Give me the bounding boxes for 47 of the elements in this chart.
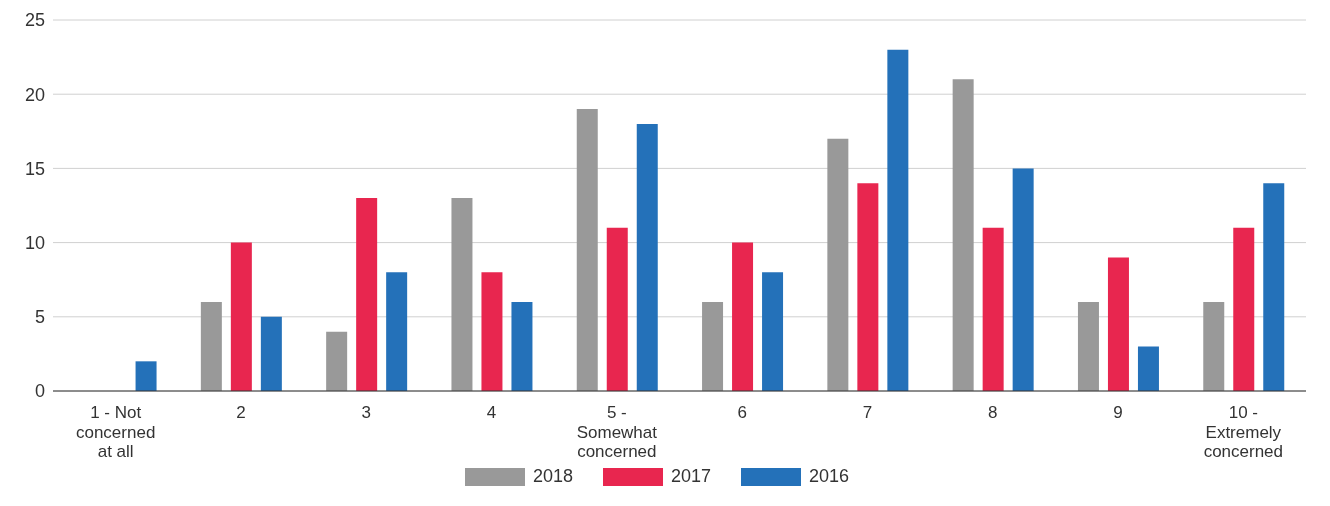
x-tick-label: 2 [236,403,246,423]
bar [481,272,503,391]
bar [1233,227,1255,391]
bar [326,331,348,391]
bar [260,316,282,391]
x-tick-label: 9 [1113,403,1123,423]
bar [762,272,784,391]
bar [982,227,1004,391]
bar [1263,183,1285,391]
x-tick-label: 7 [862,403,873,423]
x-tick-label: 8 [988,403,998,423]
y-tick-label: 10 [24,232,45,253]
bar [606,227,628,391]
bar [1077,301,1099,391]
y-tick-label: 5 [34,307,45,328]
bar [732,242,754,391]
x-tick-label: 1 - Not concerned at all [75,403,156,462]
x-tick-label: 5 - Somewhat concerned [576,403,658,462]
bar [636,123,658,391]
bar [451,198,473,391]
bar [1107,257,1129,391]
bar [386,272,408,391]
x-tick-label: 4 [486,403,497,423]
bar [1012,168,1034,391]
legend-label: 2017 [670,466,712,487]
bar [511,301,533,391]
bar [135,361,157,391]
y-tick-label: 25 [24,10,45,31]
bar [952,79,974,391]
bar [857,183,879,391]
bar [230,242,252,391]
x-tick-label: 6 [737,403,747,423]
bar [887,49,909,391]
bar [356,198,378,391]
y-tick-label: 0 [34,381,45,402]
bar [827,138,849,391]
x-tick-label: 10 - Extremely concerned [1203,403,1284,462]
bar [200,301,222,391]
x-tick-label: 3 [361,403,371,423]
bar [1137,346,1159,391]
y-tick-label: 15 [24,158,45,179]
bar [1203,301,1225,391]
legend-label: 2016 [809,466,850,487]
legend-label: 2018 [532,466,573,487]
bar [576,109,598,391]
y-tick-label: 20 [24,84,45,105]
bar [702,301,724,391]
